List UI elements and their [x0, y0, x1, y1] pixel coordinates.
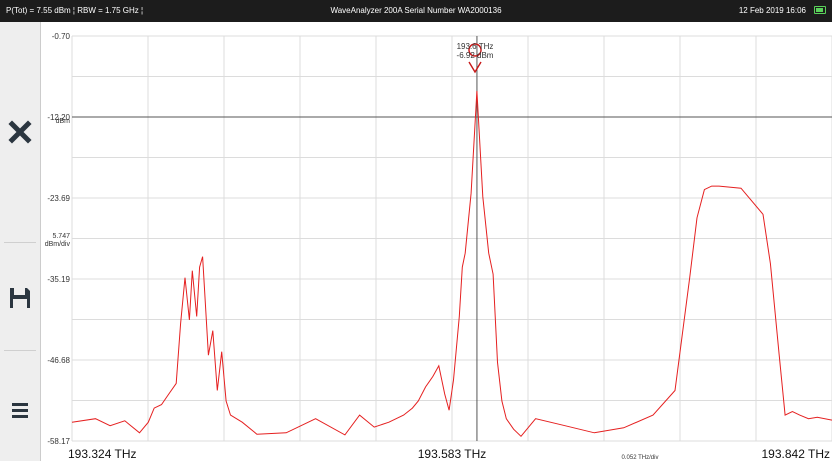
- menu-button[interactable]: [0, 390, 40, 430]
- scale-value-label: 5.747: [52, 233, 70, 240]
- x-tick-label: 193.583 THz: [418, 447, 487, 461]
- marker-flag[interactable]: 193.6 THz -6.92 dBm: [457, 42, 494, 74]
- datetime-readout: 12 Feb 2019 16:06: [738, 6, 806, 15]
- x-tick-label: 193.842 THz: [762, 447, 831, 461]
- y-tick-label: -58.17: [47, 437, 70, 446]
- menu-icon: [12, 403, 28, 418]
- save-icon: [10, 288, 30, 308]
- marker-pin-icon: [468, 43, 482, 74]
- save-button[interactable]: [0, 278, 40, 318]
- spectrum-trace: [71, 90, 832, 438]
- scale-unit-label: dBm/div: [45, 241, 71, 248]
- status-bar: P(Tot) = 7.55 dBm ¦ RBW = 1.75 GHz ¦ Wav…: [0, 0, 832, 22]
- x-tick-label: 193.324 THz: [68, 447, 137, 461]
- plot-grid: [71, 35, 832, 442]
- y-tick-label: -35.19: [47, 275, 70, 284]
- power-rbw-readout: P(Tot) = 7.55 dBm ¦ RBW = 1.75 GHz ¦: [6, 6, 144, 15]
- sidebar: [0, 22, 41, 461]
- marker-frequency: 193.6 THz: [457, 42, 494, 51]
- battery-icon: [814, 6, 826, 14]
- close-icon: [8, 120, 32, 144]
- instrument-title: WaveAnalyzer 200A Serial Number WA200013…: [330, 6, 502, 15]
- y-tick-label: -12.20: [47, 113, 70, 122]
- reference-unit-label: dBm: [56, 118, 71, 125]
- y-tick-label: -23.69: [47, 194, 70, 203]
- x-division-label: 0.052 THz/div: [622, 455, 659, 461]
- marker-power: -6.92 dBm: [457, 51, 494, 60]
- y-tick-label: -46.68: [47, 356, 70, 365]
- close-button[interactable]: [0, 112, 40, 152]
- y-tick-label: -0.70: [52, 32, 71, 41]
